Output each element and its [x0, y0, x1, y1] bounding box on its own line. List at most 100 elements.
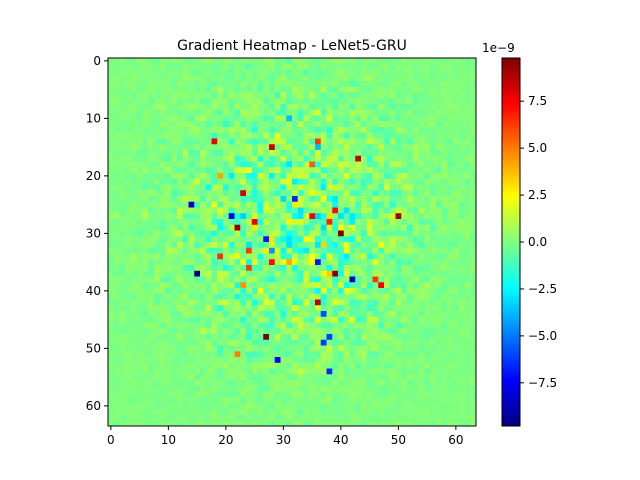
- heatmap-cell: [372, 81, 379, 87]
- heatmap-cell: [332, 247, 339, 254]
- heatmap-cell: [389, 184, 396, 191]
- heatmap-cell: [412, 86, 419, 93]
- heatmap-cell: [240, 150, 247, 156]
- heatmap-cell: [136, 109, 143, 116]
- heatmap-cell: [113, 276, 120, 283]
- heatmap-cell: [309, 63, 316, 70]
- heatmap-cell: [119, 311, 126, 317]
- heatmap-cell: [182, 362, 189, 369]
- heatmap-cell: [384, 265, 390, 271]
- colorbar-strip: [502, 74, 520, 77]
- heatmap-cell: [320, 144, 327, 151]
- heatmap-cell: [280, 69, 287, 76]
- heatmap-cell: [412, 201, 419, 208]
- heatmap-cell: [113, 81, 120, 87]
- heatmap-cell: [263, 265, 270, 271]
- heatmap-cell: [182, 236, 189, 243]
- heatmap-cell: [458, 288, 465, 294]
- heatmap-cell: [280, 207, 287, 214]
- heatmap-cell: [286, 150, 293, 156]
- heatmap-cell: [113, 316, 120, 323]
- heatmap-cell: [326, 322, 333, 329]
- heatmap-cell: [464, 161, 471, 168]
- heatmap-cell: [223, 253, 229, 260]
- heatmap-cell: [286, 253, 293, 260]
- heatmap-cell: [435, 242, 442, 248]
- heatmap-cell: [458, 299, 465, 306]
- heatmap-cell: [361, 63, 367, 70]
- heatmap-cell: [165, 299, 172, 306]
- heatmap-cell: [401, 190, 408, 197]
- heatmap-cell: [246, 374, 252, 381]
- heatmap-cell: [378, 161, 385, 168]
- heatmap-cell: [274, 75, 281, 82]
- heatmap-cell: [320, 397, 327, 404]
- colorbar-strip: [502, 352, 520, 355]
- heatmap-cell: [246, 213, 252, 220]
- heatmap-cell: [349, 403, 356, 409]
- heatmap-cell: [378, 270, 385, 277]
- heatmap-cell: [366, 236, 373, 243]
- heatmap-cell: [338, 98, 344, 105]
- heatmap-cell: [326, 207, 333, 214]
- colorbar-strip: [502, 270, 520, 273]
- colorbar-strip: [502, 238, 520, 241]
- heatmap-cell: [315, 374, 321, 381]
- heatmap-cell: [372, 374, 379, 381]
- heatmap-cell: [251, 138, 258, 145]
- heatmap-cell: [251, 345, 258, 352]
- heatmap-cell: [355, 213, 362, 220]
- heatmap-cell: [263, 184, 270, 191]
- heatmap-cell: [223, 178, 229, 185]
- heatmap-cell: [441, 121, 448, 128]
- heatmap-cell: [424, 408, 431, 415]
- heatmap-cell: [326, 316, 333, 323]
- heatmap-cell: [246, 293, 252, 300]
- heatmap-cell: [119, 305, 126, 312]
- heatmap-cell: [424, 127, 431, 133]
- heatmap-cell: [182, 69, 189, 76]
- heatmap-cell: [165, 127, 172, 133]
- heatmap-cell: [205, 109, 212, 116]
- heatmap-cell: [148, 403, 155, 409]
- heatmap-cell: [401, 397, 408, 404]
- heatmap-cell: [217, 397, 224, 404]
- heatmap-cell: [177, 380, 183, 386]
- heatmap-cell: [441, 322, 448, 329]
- heatmap-cell: [205, 253, 212, 260]
- heatmap-cell: [165, 380, 172, 386]
- heatmap-cell: [430, 368, 436, 375]
- heatmap-cell: [458, 420, 465, 427]
- heatmap-cell: [188, 184, 195, 191]
- heatmap-cell: [234, 420, 241, 427]
- heatmap-cell: [297, 408, 304, 415]
- heatmap-cell: [240, 374, 247, 381]
- heatmap-cell: [263, 230, 270, 237]
- heatmap-cell: [228, 374, 235, 381]
- heatmap-cell: [171, 242, 178, 248]
- heatmap-cell: [389, 109, 396, 116]
- heatmap-cell: [326, 109, 333, 116]
- heatmap-cell: [430, 408, 436, 415]
- heatmap-cell: [407, 207, 413, 214]
- heatmap-cell: [194, 224, 201, 231]
- heatmap-cell: [418, 414, 425, 421]
- heatmap-cell: [464, 127, 471, 133]
- colorbar-strip: [502, 328, 520, 331]
- heatmap-cell: [372, 219, 379, 225]
- heatmap-cell: [136, 121, 143, 128]
- heatmap-cell: [228, 178, 235, 185]
- heatmap-cell: [441, 282, 448, 289]
- colorbar-strip: [502, 248, 520, 251]
- heatmap-cell: [470, 178, 477, 185]
- heatmap-cell: [159, 132, 166, 139]
- heatmap-cell: [320, 368, 327, 375]
- heatmap-cell: [464, 196, 471, 202]
- heatmap-cell: [119, 328, 126, 335]
- heatmap-cell: [355, 362, 362, 369]
- heatmap-cell: [165, 81, 172, 87]
- heatmap-cell: [200, 414, 206, 421]
- colorbar-strip: [502, 356, 520, 359]
- heatmap-cell: [372, 270, 379, 277]
- heatmap-cell: [148, 414, 155, 421]
